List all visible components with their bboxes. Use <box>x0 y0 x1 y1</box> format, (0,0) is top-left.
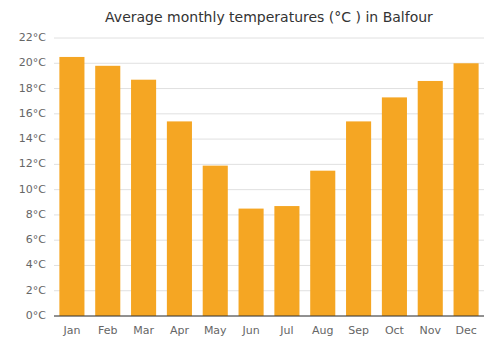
bars <box>59 57 478 316</box>
y-tick-label: 22°C <box>19 31 46 44</box>
y-tick-label: 12°C <box>19 157 46 170</box>
x-tick-label: Aug <box>312 324 333 337</box>
x-axis-line <box>54 316 484 317</box>
x-tick-label: Jun <box>241 324 259 337</box>
bar <box>310 171 335 316</box>
bar <box>382 97 407 316</box>
grid <box>54 38 484 316</box>
y-axis: 0°C 2°C 4°C 6°C 8°C 10°C 12°C 14°C 16°C 18°C 20°C 2… <box>19 31 46 322</box>
x-tick-label: Jan <box>62 324 80 337</box>
bar <box>167 121 192 316</box>
y-tick-label: 2°C <box>26 284 46 297</box>
x-axis: Jan Feb Mar Apr May Jun Jul Aug Sep Oct Nov Dec <box>62 324 476 337</box>
x-tick-label: Nov <box>420 324 442 337</box>
x-tick-label: Feb <box>98 324 117 337</box>
grid-line <box>54 38 484 39</box>
bar <box>239 209 264 316</box>
x-tick-label: May <box>204 324 227 337</box>
bar <box>59 57 84 316</box>
title: Average monthly temperatures (°C ) in Ba… <box>105 9 433 25</box>
bar <box>95 66 120 316</box>
x-tick-label: Apr <box>170 324 190 337</box>
y-tick-label: 16°C <box>19 107 46 120</box>
y-tick-label: 0°C <box>26 309 46 322</box>
x-tick-label: Oct <box>385 324 405 337</box>
x-tick-label: Mar <box>133 324 154 337</box>
chart-svg: Average monthly temperatures (°C ) in Ba… <box>0 0 500 350</box>
bar <box>274 206 299 316</box>
x-tick-label: Dec <box>455 324 476 337</box>
bar <box>454 63 479 316</box>
bar <box>418 81 443 316</box>
y-tick-label: 6°C <box>26 233 46 246</box>
x-tick-label: Sep <box>348 324 369 337</box>
grid-line <box>54 63 484 64</box>
chart-container: Average monthly temperatures (°C ) in Ba… <box>0 0 500 350</box>
bar <box>346 121 371 316</box>
grid-line <box>54 316 484 317</box>
y-tick-label: 14°C <box>19 132 46 145</box>
y-tick-label: 8°C <box>26 208 46 221</box>
bar <box>203 166 228 316</box>
y-tick-label: 10°C <box>19 183 46 196</box>
y-tick-label: 20°C <box>19 56 46 69</box>
y-tick-label: 4°C <box>26 258 46 271</box>
x-tick-label: Jul <box>279 324 293 337</box>
y-tick-label: 18°C <box>19 82 46 95</box>
bar <box>131 80 156 316</box>
